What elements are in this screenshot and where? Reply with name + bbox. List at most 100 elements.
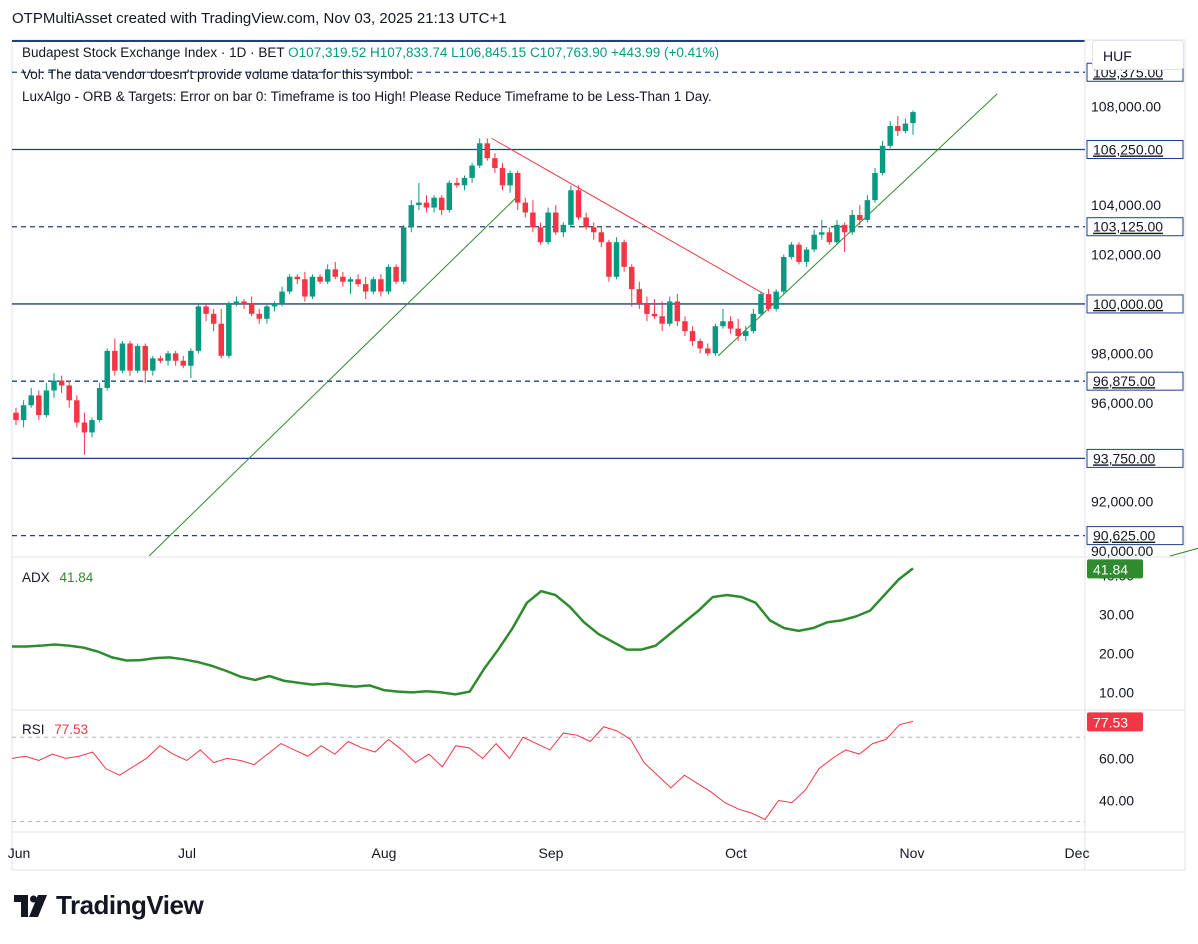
candle: [469, 163, 475, 183]
candle: [492, 153, 498, 173]
candle-body: [203, 306, 209, 314]
candle: [507, 170, 513, 193]
candle: [613, 237, 620, 280]
adx-tick-label: 30.00: [1099, 607, 1134, 623]
candle-body: [857, 214, 863, 220]
candle: [446, 180, 453, 213]
candle-body: [568, 190, 574, 225]
candle-body: [210, 313, 217, 324]
chart-header: OTPMultiAsset created with TradingView.c…: [12, 10, 507, 27]
price-level-label: 90,625.00: [1093, 528, 1155, 544]
rsi-legend-value: 77.53: [54, 722, 89, 737]
candle: [872, 168, 878, 203]
candle-body: [13, 412, 19, 421]
candle: [537, 222, 544, 245]
candle: [188, 348, 194, 379]
adx-name: ADX: [22, 570, 50, 585]
candle-body: [461, 177, 468, 186]
currency-button[interactable]: HUF: [1092, 40, 1184, 70]
candle-body: [81, 422, 88, 433]
candle-body: [545, 212, 551, 243]
candle: [590, 222, 597, 240]
price-tick-label: 92,000.00: [1091, 494, 1153, 510]
tradingview-wordmark: TradingView: [56, 890, 204, 920]
candle-body: [879, 145, 886, 173]
candle-body: [743, 331, 749, 337]
candle: [560, 222, 567, 238]
candle-body: [416, 202, 422, 206]
candle-body: [66, 385, 72, 401]
candle: [811, 229, 817, 253]
candle-body: [431, 197, 437, 208]
trendline-green: [148, 194, 520, 557]
candle-body: [727, 321, 734, 329]
candle: [370, 276, 377, 295]
candle: [552, 205, 559, 235]
candle: [598, 227, 605, 248]
candle-body: [248, 303, 255, 314]
candle-body: [271, 303, 278, 307]
candle: [712, 323, 719, 356]
candle: [606, 239, 612, 282]
candle: [28, 387, 34, 408]
candle: [499, 163, 506, 191]
candle: [271, 301, 278, 312]
candle: [317, 274, 323, 285]
candle-body: [636, 289, 643, 304]
candle: [697, 338, 703, 354]
candle-body: [796, 244, 802, 262]
candle: [226, 301, 232, 359]
candle: [203, 303, 209, 322]
candle-body: [165, 353, 171, 361]
candle-body: [803, 249, 810, 262]
candle: [735, 318, 741, 342]
price-tick-label: 96,000.00: [1091, 395, 1153, 411]
candle: [575, 185, 582, 220]
candle-body: [872, 172, 878, 201]
candle: [431, 195, 437, 213]
candle-body: [849, 214, 855, 233]
candle-body: [735, 328, 741, 337]
candle-body: [279, 291, 285, 304]
candle: [81, 412, 88, 455]
candle-body: [378, 279, 384, 292]
candle-body: [712, 326, 719, 354]
candle: [195, 303, 202, 354]
candle-body: [119, 343, 126, 371]
candle-body: [89, 420, 95, 433]
trendline-green: [717, 93, 998, 357]
candle: [378, 274, 384, 297]
candle-body: [340, 276, 346, 282]
candle-body: [826, 232, 833, 243]
candle-body: [370, 279, 377, 292]
candle: [796, 242, 802, 265]
candle: [568, 185, 574, 228]
candle-body: [590, 227, 597, 233]
candle: [104, 348, 110, 391]
candle-body: [530, 212, 536, 228]
price-level-label-box: [1086, 526, 1184, 546]
candle: [864, 195, 871, 223]
candle-body: [674, 301, 681, 322]
candle: [309, 274, 316, 299]
candle-body: [629, 266, 635, 290]
candle-body: [476, 143, 483, 166]
adx-tick-label: 10.00: [1099, 684, 1134, 700]
candle-body: [499, 168, 506, 186]
candle-body: [127, 343, 133, 371]
price-level-label-box: [1086, 448, 1184, 468]
candle-body: [438, 197, 445, 211]
candle: [340, 271, 346, 287]
tradingview-logo[interactable]: TradingView: [14, 890, 204, 921]
candle: [58, 375, 65, 393]
candle-body: [788, 244, 795, 257]
candle: [514, 170, 521, 211]
candle: [294, 274, 300, 285]
candle: [530, 200, 536, 233]
candle-body: [150, 358, 156, 371]
candle: [89, 417, 95, 438]
candle: [20, 400, 27, 428]
open-value: O107,319.52: [288, 45, 367, 60]
candle: [750, 308, 757, 334]
